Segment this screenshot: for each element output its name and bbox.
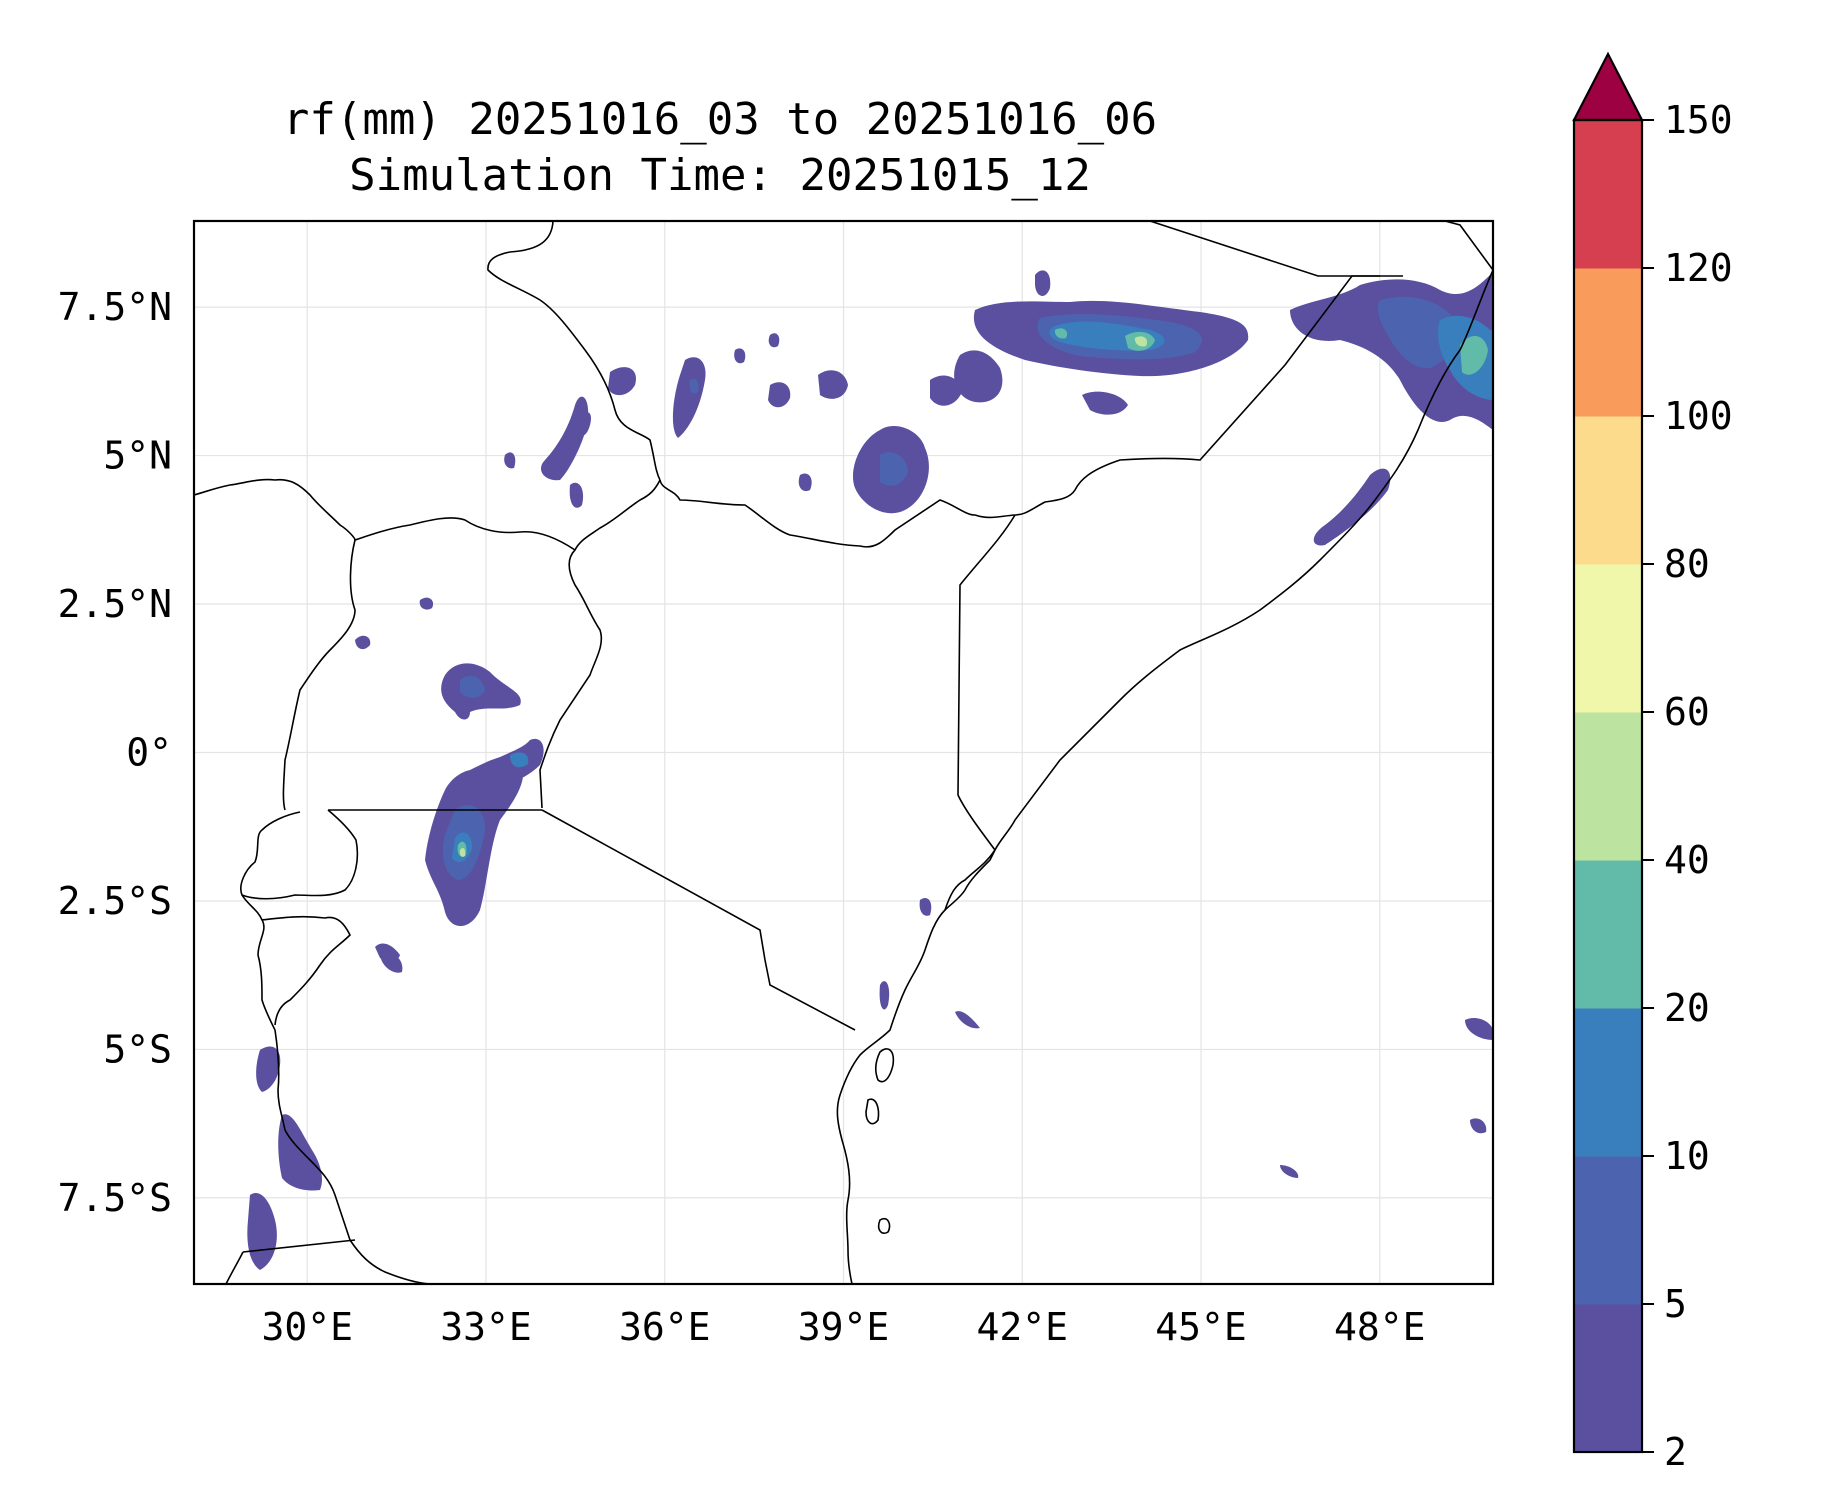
map-title: rf(mm) 20251016_03 to 20251016_06	[282, 94, 1158, 145]
x-tick-label: 30°E	[261, 1305, 353, 1349]
rain-area-somaliland-coast	[955, 275, 1493, 1178]
x-tick-label: 39°E	[798, 1305, 890, 1349]
colorbar-tick-label: 150	[1664, 98, 1733, 142]
x-tick-label: 45°E	[1155, 1305, 1247, 1349]
rain-area-central-ethiopia	[579, 333, 1003, 514]
rain-area-lake-tanganyika	[247, 943, 400, 1270]
x-tick-label: 36°E	[619, 1305, 711, 1349]
y-tick-label: 5°S	[103, 1027, 172, 1071]
colorbar-segment	[1574, 1304, 1642, 1453]
y-tick-label: 7.5°S	[58, 1176, 172, 1220]
colorbar-tick-label: 60	[1664, 690, 1710, 734]
colorbar-segment	[1574, 120, 1642, 269]
y-tick-label: 2.5°S	[58, 879, 172, 923]
colorbar-tick-label: 2	[1664, 1430, 1687, 1474]
map-frame	[192, 219, 1495, 1286]
x-tick-label: 42°E	[977, 1305, 1069, 1349]
y-tick-label: 7.5°N	[58, 285, 172, 329]
colorbar-tick-label: 80	[1664, 542, 1710, 586]
colorbar-segment	[1574, 860, 1642, 1009]
colorbar-tick-label: 40	[1664, 838, 1710, 882]
rain-area-lake-victoria-east	[380, 738, 544, 973]
rainfall-layer	[247, 270, 1493, 1270]
rain-area-tanzania-coast	[879, 897, 932, 1010]
gridlines	[194, 221, 1493, 1284]
colorbar-segment	[1574, 712, 1642, 861]
colorbar-tick-label: 5	[1664, 1282, 1687, 1326]
rain-area-south-sudan	[504, 396, 589, 508]
colorbar-tick-label: 20	[1664, 986, 1710, 1030]
colorbar-segment	[1574, 1008, 1642, 1157]
colorbar-segment	[1574, 268, 1642, 417]
simulation-time-subtitle: Simulation Time: 20251015_12	[349, 150, 1091, 201]
y-tick-label: 2.5°N	[58, 582, 172, 626]
colorbar-segment	[1574, 564, 1642, 713]
y-tick-labels: 7.5°N 5°N 2.5°N 0° 2.5°S 5°S 7.5°S	[58, 285, 172, 1220]
colorbar-segment	[1574, 416, 1642, 565]
country-borders	[194, 221, 1493, 1284]
colorbar-outline	[1572, 118, 1644, 1454]
x-tick-label: 33°E	[440, 1305, 532, 1349]
y-tick-label: 5°N	[103, 434, 172, 478]
colorbar-tick-label: 10	[1664, 1134, 1710, 1178]
rain-area-central-uganda	[355, 597, 521, 720]
rain-area-northern-ethiopia-band	[973, 270, 1249, 415]
y-tick-label: 0°	[126, 731, 172, 775]
x-tick-label: 48°E	[1334, 1305, 1426, 1349]
colorbar-tick-label: 120	[1664, 246, 1733, 290]
colorbar: 2 5 10 20 40 60 80 100 120 150	[1572, 51, 1733, 1474]
x-tick-labels: 30°E 33°E 36°E 39°E 42°E 45°E 48°E	[261, 1305, 1425, 1349]
colorbar-extend-arrow	[1572, 51, 1644, 122]
colorbar-segment	[1574, 1156, 1642, 1305]
colorbar-tick-label: 100	[1664, 394, 1733, 438]
